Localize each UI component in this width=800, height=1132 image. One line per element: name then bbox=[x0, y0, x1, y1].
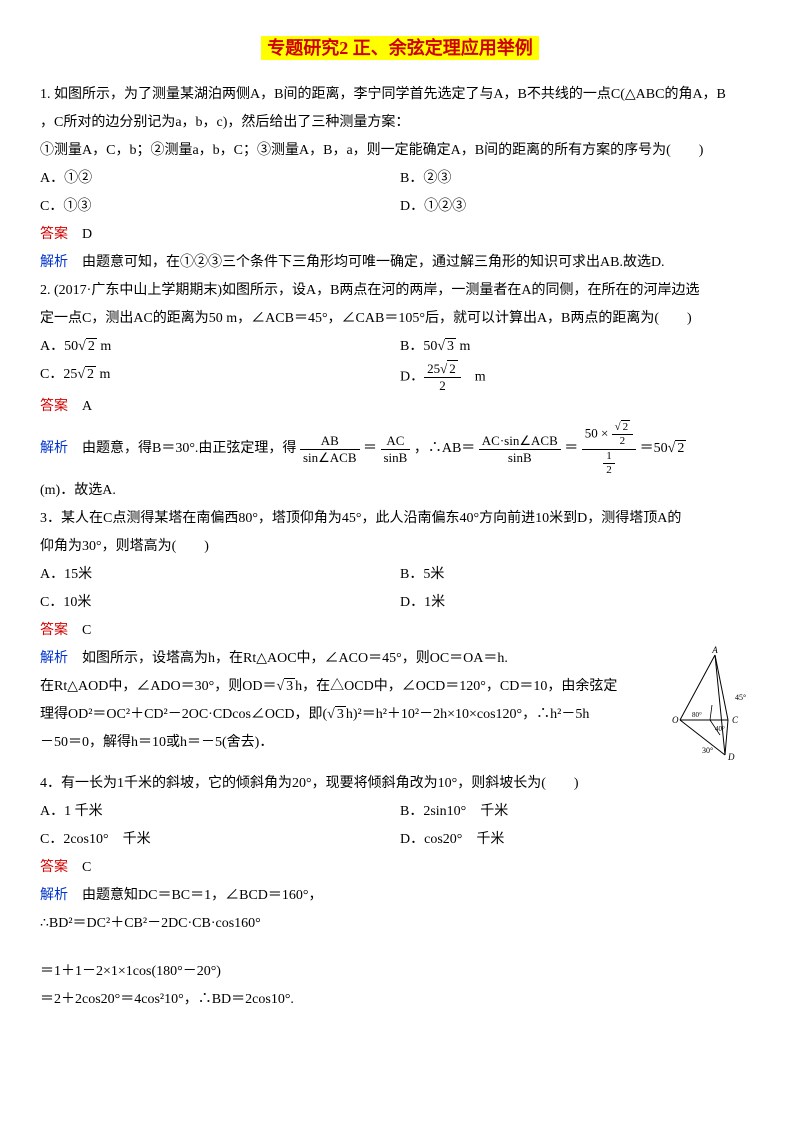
q2-opts-ab: A．50√2 m B．50√3 m bbox=[40, 333, 760, 361]
q2-line2: 定一点C，测出AC的距离为50 m，∠ACB＝45°，∠CAB＝105°后，就可… bbox=[40, 305, 760, 333]
q3-exp2: 在Rt△AOD中，∠ADO＝30°，则OD＝√3h，在△OCD中，∠OCD＝12… bbox=[40, 673, 760, 701]
q2-opts-cd: C．25√2 m D．25√22 m bbox=[40, 361, 760, 393]
q1-opts-cd: C．①③ D．①②③ bbox=[40, 193, 760, 221]
q3-optB: B．5米 bbox=[400, 561, 760, 589]
q3-optA: A．15米 bbox=[40, 561, 400, 589]
q4-optB: B．2sin10° 千米 bbox=[400, 798, 760, 826]
q1-line2: ，C所对的边分别记为a，b，c)，然后给出了三种测量方案： bbox=[40, 109, 760, 137]
q3-line1: 3．某人在C点测得某塔在南偏西80°，塔顶仰角为45°，此人沿南偏东40°方向前… bbox=[40, 505, 760, 533]
q1-optA: A．①② bbox=[40, 165, 400, 193]
q4-optD: D．cos20° 千米 bbox=[400, 826, 760, 854]
q1-line3: ①测量A，C，b；②测量a，b，C；③测量A，B，a，则一定能确定A，B间的距离… bbox=[40, 137, 760, 165]
svg-text:A: A bbox=[711, 645, 718, 655]
q4-opts-cd: C．2cos10° 千米 D．cos20° 千米 bbox=[40, 826, 760, 854]
q4-exp4: ＝2＋2cos20°＝4cos²10°，∴BD＝2cos10°. bbox=[40, 986, 760, 1014]
q3-line2: 仰角为30°，则塔高为( ) bbox=[40, 533, 760, 561]
svg-text:O: O bbox=[672, 715, 679, 725]
q1-explain: 解析 由题意可知，在①②③三个条件下三角形均可唯一确定，通过解三角形的知识可求出… bbox=[40, 249, 760, 277]
q2-optC: C．25√2 m bbox=[40, 361, 400, 393]
q3-optD: D．1米 bbox=[400, 589, 760, 617]
q4-answer: 答案 C bbox=[40, 854, 760, 882]
q4-exp1: 解析 由题意知DC＝BC＝1，∠BCD＝160°， bbox=[40, 882, 760, 910]
q1-answer: 答案 D bbox=[40, 221, 760, 249]
svg-text:40°: 40° bbox=[715, 725, 725, 733]
svg-text:45°: 45° bbox=[735, 693, 746, 702]
q4-optC: C．2cos10° 千米 bbox=[40, 826, 400, 854]
svg-text:D: D bbox=[727, 752, 735, 762]
q3-exp3: 理得OD²＝OC²＋CD²－2OC·CDcos∠OCD，即(√3h)²＝h²＋1… bbox=[40, 701, 760, 729]
q2-line1: 2. (2017·广东中山上学期期末)如图所示，设A，B两点在河的两岸，一测量者… bbox=[40, 277, 760, 305]
q1-optD: D．①②③ bbox=[400, 193, 760, 221]
q1-optB: B．②③ bbox=[400, 165, 760, 193]
q4-exp2: ∴BD²＝DC²＋CB²－2DC·CB·cos160° bbox=[40, 910, 760, 938]
q3-opts-cd: C．10米 D．1米 bbox=[40, 589, 760, 617]
q1-line1: 1. 如图所示，为了测量某湖泊两侧A，B间的距离，李宁同学首先选定了与A，B不共… bbox=[40, 81, 760, 109]
q4-optA: A．1 千米 bbox=[40, 798, 400, 826]
svg-text:C: C bbox=[732, 715, 739, 725]
q2-optB: B．50√3 m bbox=[400, 333, 760, 361]
q2-explain: 解析 由题意，得B＝30°.由正弦定理，得 ABsin∠ACB ＝ ACsinB… bbox=[40, 421, 760, 477]
q4-line1: 4．有一长为1千米的斜坡，它的倾斜角为20°，现要将倾斜角改为10°，则斜坡长为… bbox=[40, 770, 760, 798]
page-title: 专题研究2 正、余弦定理应用举例 bbox=[40, 30, 760, 66]
q1-optC: C．①③ bbox=[40, 193, 400, 221]
svg-text:30°: 30° bbox=[702, 746, 713, 755]
q3-optC: C．10米 bbox=[40, 589, 400, 617]
q4-exp3: ＝1＋1－2×1×1cos(180°－20°) bbox=[40, 958, 760, 986]
q2-explain2: (m)．故选A. bbox=[40, 477, 760, 505]
q2-answer: 答案 A bbox=[40, 393, 760, 421]
q2-optD: D．25√22 m bbox=[400, 361, 760, 393]
q3-exp1: 解析 如图所示，设塔高为h，在Rt△AOC中，∠ACO＝45°，则OC＝OA＝h… bbox=[40, 645, 760, 673]
q2-optA: A．50√2 m bbox=[40, 333, 400, 361]
q1-opts-ab: A．①② B．②③ bbox=[40, 165, 760, 193]
q3-exp4: －50＝0，解得h＝10或h＝－5(舍去)． bbox=[40, 729, 760, 757]
q4-opts-ab: A．1 千米 B．2sin10° 千米 bbox=[40, 798, 760, 826]
q3-opts-ab: A．15米 B．5米 bbox=[40, 561, 760, 589]
q3-answer: 答案 C bbox=[40, 617, 760, 645]
svg-text:80°: 80° bbox=[692, 711, 702, 719]
geometry-diagram: A 45° O 80° C 40° 30° D bbox=[670, 645, 760, 765]
